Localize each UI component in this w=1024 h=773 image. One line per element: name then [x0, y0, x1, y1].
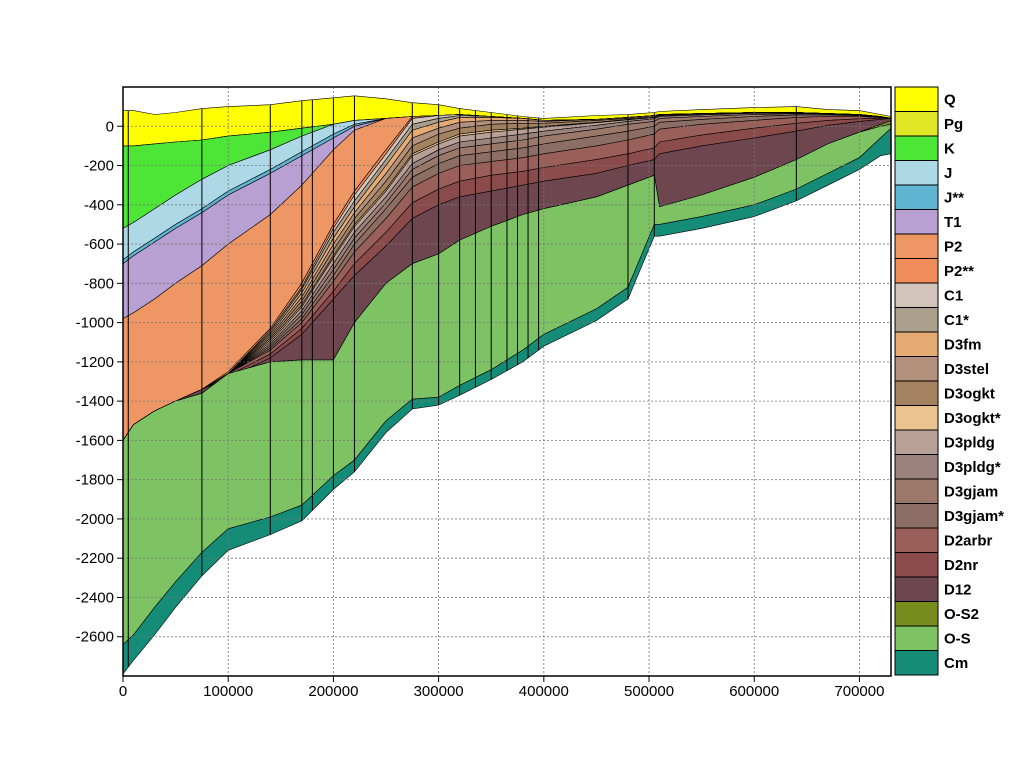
legend-label: J: [944, 165, 952, 182]
legend-swatch: [894, 282, 939, 308]
legend-swatch: [894, 331, 939, 357]
legend-label: Q: [944, 91, 956, 108]
legend-swatch: [894, 258, 939, 284]
legend-swatch: [894, 209, 939, 235]
legend-label: D3gjam*: [944, 508, 1004, 525]
legend-swatch: [894, 184, 939, 210]
legend-label: D3pldg: [944, 434, 995, 451]
legend-swatch: [894, 625, 939, 651]
y-tick-label: -1800: [76, 472, 114, 489]
y-tick-label: -2400: [76, 589, 114, 606]
legend-label: D3stel: [944, 361, 989, 378]
legend-swatch: [894, 650, 939, 676]
legend-swatch: [894, 160, 939, 186]
legend-label: Cm: [944, 655, 968, 672]
legend-label: D3fm: [944, 336, 982, 353]
legend-swatch: [894, 405, 939, 431]
legend-swatch: [894, 454, 939, 480]
legend-label: P2**: [944, 263, 974, 280]
x-tick-label: 300000: [414, 683, 464, 700]
legend-label: O-S2: [944, 606, 979, 623]
x-tick-label: 600000: [729, 683, 779, 700]
y-tick-label: -800: [84, 275, 114, 292]
legend-swatch: [894, 429, 939, 455]
legend-label: C1*: [944, 312, 969, 329]
x-tick-label: 0: [119, 683, 127, 700]
y-tick-label: -1200: [76, 354, 114, 371]
legend-swatch: [894, 503, 939, 529]
legend-label: D2arbr: [944, 532, 993, 549]
plot-frame: [122, 86, 892, 677]
well-lines: [127, 95, 797, 668]
legend-label: D3pldg*: [944, 459, 1001, 476]
legend-swatch: [894, 356, 939, 382]
legend-swatch: [894, 233, 939, 259]
legend-label: D2nr: [944, 557, 978, 574]
y-tick-label: -2200: [76, 550, 114, 567]
legend-label: J**: [944, 189, 964, 206]
y-tick-label: -1400: [76, 393, 114, 410]
y-tick-label: 0: [106, 118, 114, 135]
legend-label: O-S: [944, 630, 971, 647]
y-tick-label: -2000: [76, 511, 114, 528]
y-tick-label: -1600: [76, 432, 114, 449]
legend-label: D3ogkt*: [944, 410, 1001, 427]
legend-swatch: [894, 478, 939, 504]
legend-swatch: [894, 307, 939, 333]
x-tick-label: 200000: [308, 683, 358, 700]
y-tick-label: -2600: [76, 629, 114, 646]
legend-label: D3gjam: [944, 483, 998, 500]
legend-label: T1: [944, 214, 962, 231]
legend: Q Pg KJ J** T1 P2 P2** C1 C1* D3fm D3stel D3ogkt D3o…: [894, 86, 1004, 676]
y-tick-label: -1000: [76, 315, 114, 332]
legend-label: Pg: [944, 116, 963, 133]
legend-swatch: [894, 552, 939, 578]
legend-swatch: [894, 380, 939, 406]
legend-swatch: [894, 601, 939, 627]
x-tick-label: 100000: [203, 683, 253, 700]
legend-label: K: [944, 140, 955, 157]
y-tick-label: -400: [84, 197, 114, 214]
y-tick-label: -200: [84, 158, 114, 175]
axis-ticks: 0 100000 200000 300000 400000 500000 600000 700…: [76, 118, 885, 700]
legend-swatch: [894, 527, 939, 553]
legend-label: D3ogkt: [944, 385, 995, 402]
x-tick-label: 400000: [519, 683, 569, 700]
legend-label: C1: [944, 287, 963, 304]
legend-label: P2: [944, 238, 962, 255]
x-tick-label: 500000: [624, 683, 674, 700]
legend-swatch: [894, 135, 939, 161]
legend-swatch: [894, 576, 939, 602]
y-tick-label: -600: [84, 236, 114, 253]
legend-label: D12: [944, 581, 972, 598]
legend-swatch: [894, 86, 939, 112]
x-tick-label: 700000: [834, 683, 884, 700]
legend-swatch: [894, 111, 939, 137]
